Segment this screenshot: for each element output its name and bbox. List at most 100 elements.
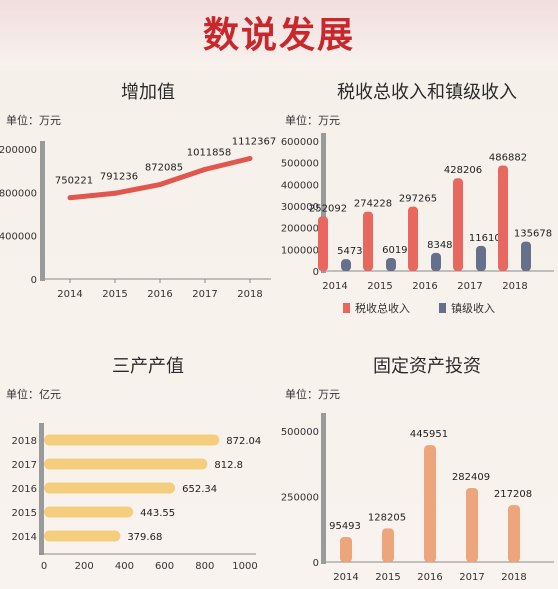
y-axis [321,133,326,273]
x-tick-label: 2018 [501,572,526,583]
bar [44,506,134,518]
data-label: 282409 [452,472,490,483]
legend-swatch [343,303,350,313]
x-tick-label: 2015 [102,289,127,300]
data-label: 128205 [368,512,406,523]
unit-label: 单位：亿元 [6,387,61,401]
data-label: 379.68 [127,532,162,543]
y-tick-label: 2018 [12,436,37,447]
data-label: 54733 [337,246,369,257]
data-point [247,155,253,161]
x-tick-label: 2014 [333,572,358,583]
x-tick-label: 2016 [147,289,172,300]
chart-title: 税收总收入和镇级收入 [337,82,517,103]
legend-label: 税收总收入 [355,301,410,315]
unit-label: 单位：万元 [285,113,340,127]
y-tick-label: 600000 [281,137,319,148]
x-tick-label: 600 [155,561,174,572]
y-tick-label: 2015 [12,508,37,519]
data-label: 297265 [399,194,437,205]
data-label: 791236 [100,171,138,182]
bar-tax-total [363,211,373,271]
data-label: 95493 [329,521,361,532]
bar [44,458,208,470]
y-tick-label: 100000 [281,245,319,256]
data-label: 872085 [145,163,183,174]
x-tick-label: 2018 [237,289,262,300]
x-tick-label: 2017 [459,572,484,583]
bar-tax-total [453,178,463,271]
data-label: 443.55 [140,508,175,519]
header-band [0,0,558,70]
y-tick-label: 500000 [281,427,319,438]
y-tick-label: 0 [31,275,37,286]
y-axis [39,423,44,555]
y-tick-label: 800000 [0,188,37,199]
bar-town-level [521,241,531,271]
data-label: 445951 [410,429,448,440]
bar-town-level [476,245,486,271]
bar-town-level [341,259,351,271]
x-tick-label: 2014 [57,289,82,300]
bar [44,530,121,542]
bar-town-level [386,257,396,271]
data-label: 135678 [514,229,552,240]
bar-tax-total [318,216,328,271]
y-tick-label: 2016 [12,484,37,495]
data-point [157,182,163,188]
bar-tax-total [408,206,418,271]
y-tick-label: 200000 [281,224,319,235]
x-tick-label: 2017 [457,281,482,292]
legend-label: 镇级收入 [451,301,495,315]
data-label: 60190 [382,245,414,256]
x-tick-label: 800 [195,561,214,572]
data-label: 428206 [444,165,482,176]
x-tick-label: 0 [41,561,47,572]
data-label: 83481 [427,240,459,251]
data-label: 1011858 [187,147,232,158]
bar [44,482,176,494]
x-tick-label: 2018 [502,281,527,292]
x-tick-label: 2016 [412,281,437,292]
y-tick-label: 1200000 [0,145,37,156]
data-point [67,195,73,201]
y-tick-label: 250000 [281,493,319,504]
y-axis [40,141,45,281]
bar [44,434,220,446]
x-tick-label: 1000 [232,561,257,572]
data-label: 252092 [309,203,347,214]
x-tick-label: 2015 [375,572,400,583]
data-point [112,190,118,196]
x-tick-label: 2017 [192,289,217,300]
y-tick-label: 500000 [281,159,319,170]
data-label: 750221 [55,176,93,187]
unit-label: 单位：万元 [285,387,340,401]
y-axis [321,413,326,564]
y-tick-label: 300000 [281,202,319,213]
y-tick-label: 400000 [0,232,37,243]
y-tick-label: 0 [313,558,319,569]
y-tick-label: 400000 [281,180,319,191]
data-label: 486882 [489,153,527,164]
bar-tax-total [498,165,508,271]
data-label: 1112367 [232,136,277,147]
unit-label: 单位：万元 [6,113,61,127]
x-tick-label: 200 [75,561,94,572]
y-tick-label: 0 [313,267,319,278]
data-label: 274228 [354,199,392,210]
data-label: 812.8 [214,460,243,471]
chart-title: 增加值 [121,82,175,103]
x-tick-label: 2015 [367,281,392,292]
data-label: 116109 [469,233,507,244]
bar [424,445,436,562]
x-tick-label: 400 [115,561,134,572]
bar [340,536,352,562]
chart-title: 三产产值 [112,356,184,377]
y-tick-label: 2017 [12,460,37,471]
x-tick-label: 2016 [417,572,442,583]
bar [508,505,520,562]
